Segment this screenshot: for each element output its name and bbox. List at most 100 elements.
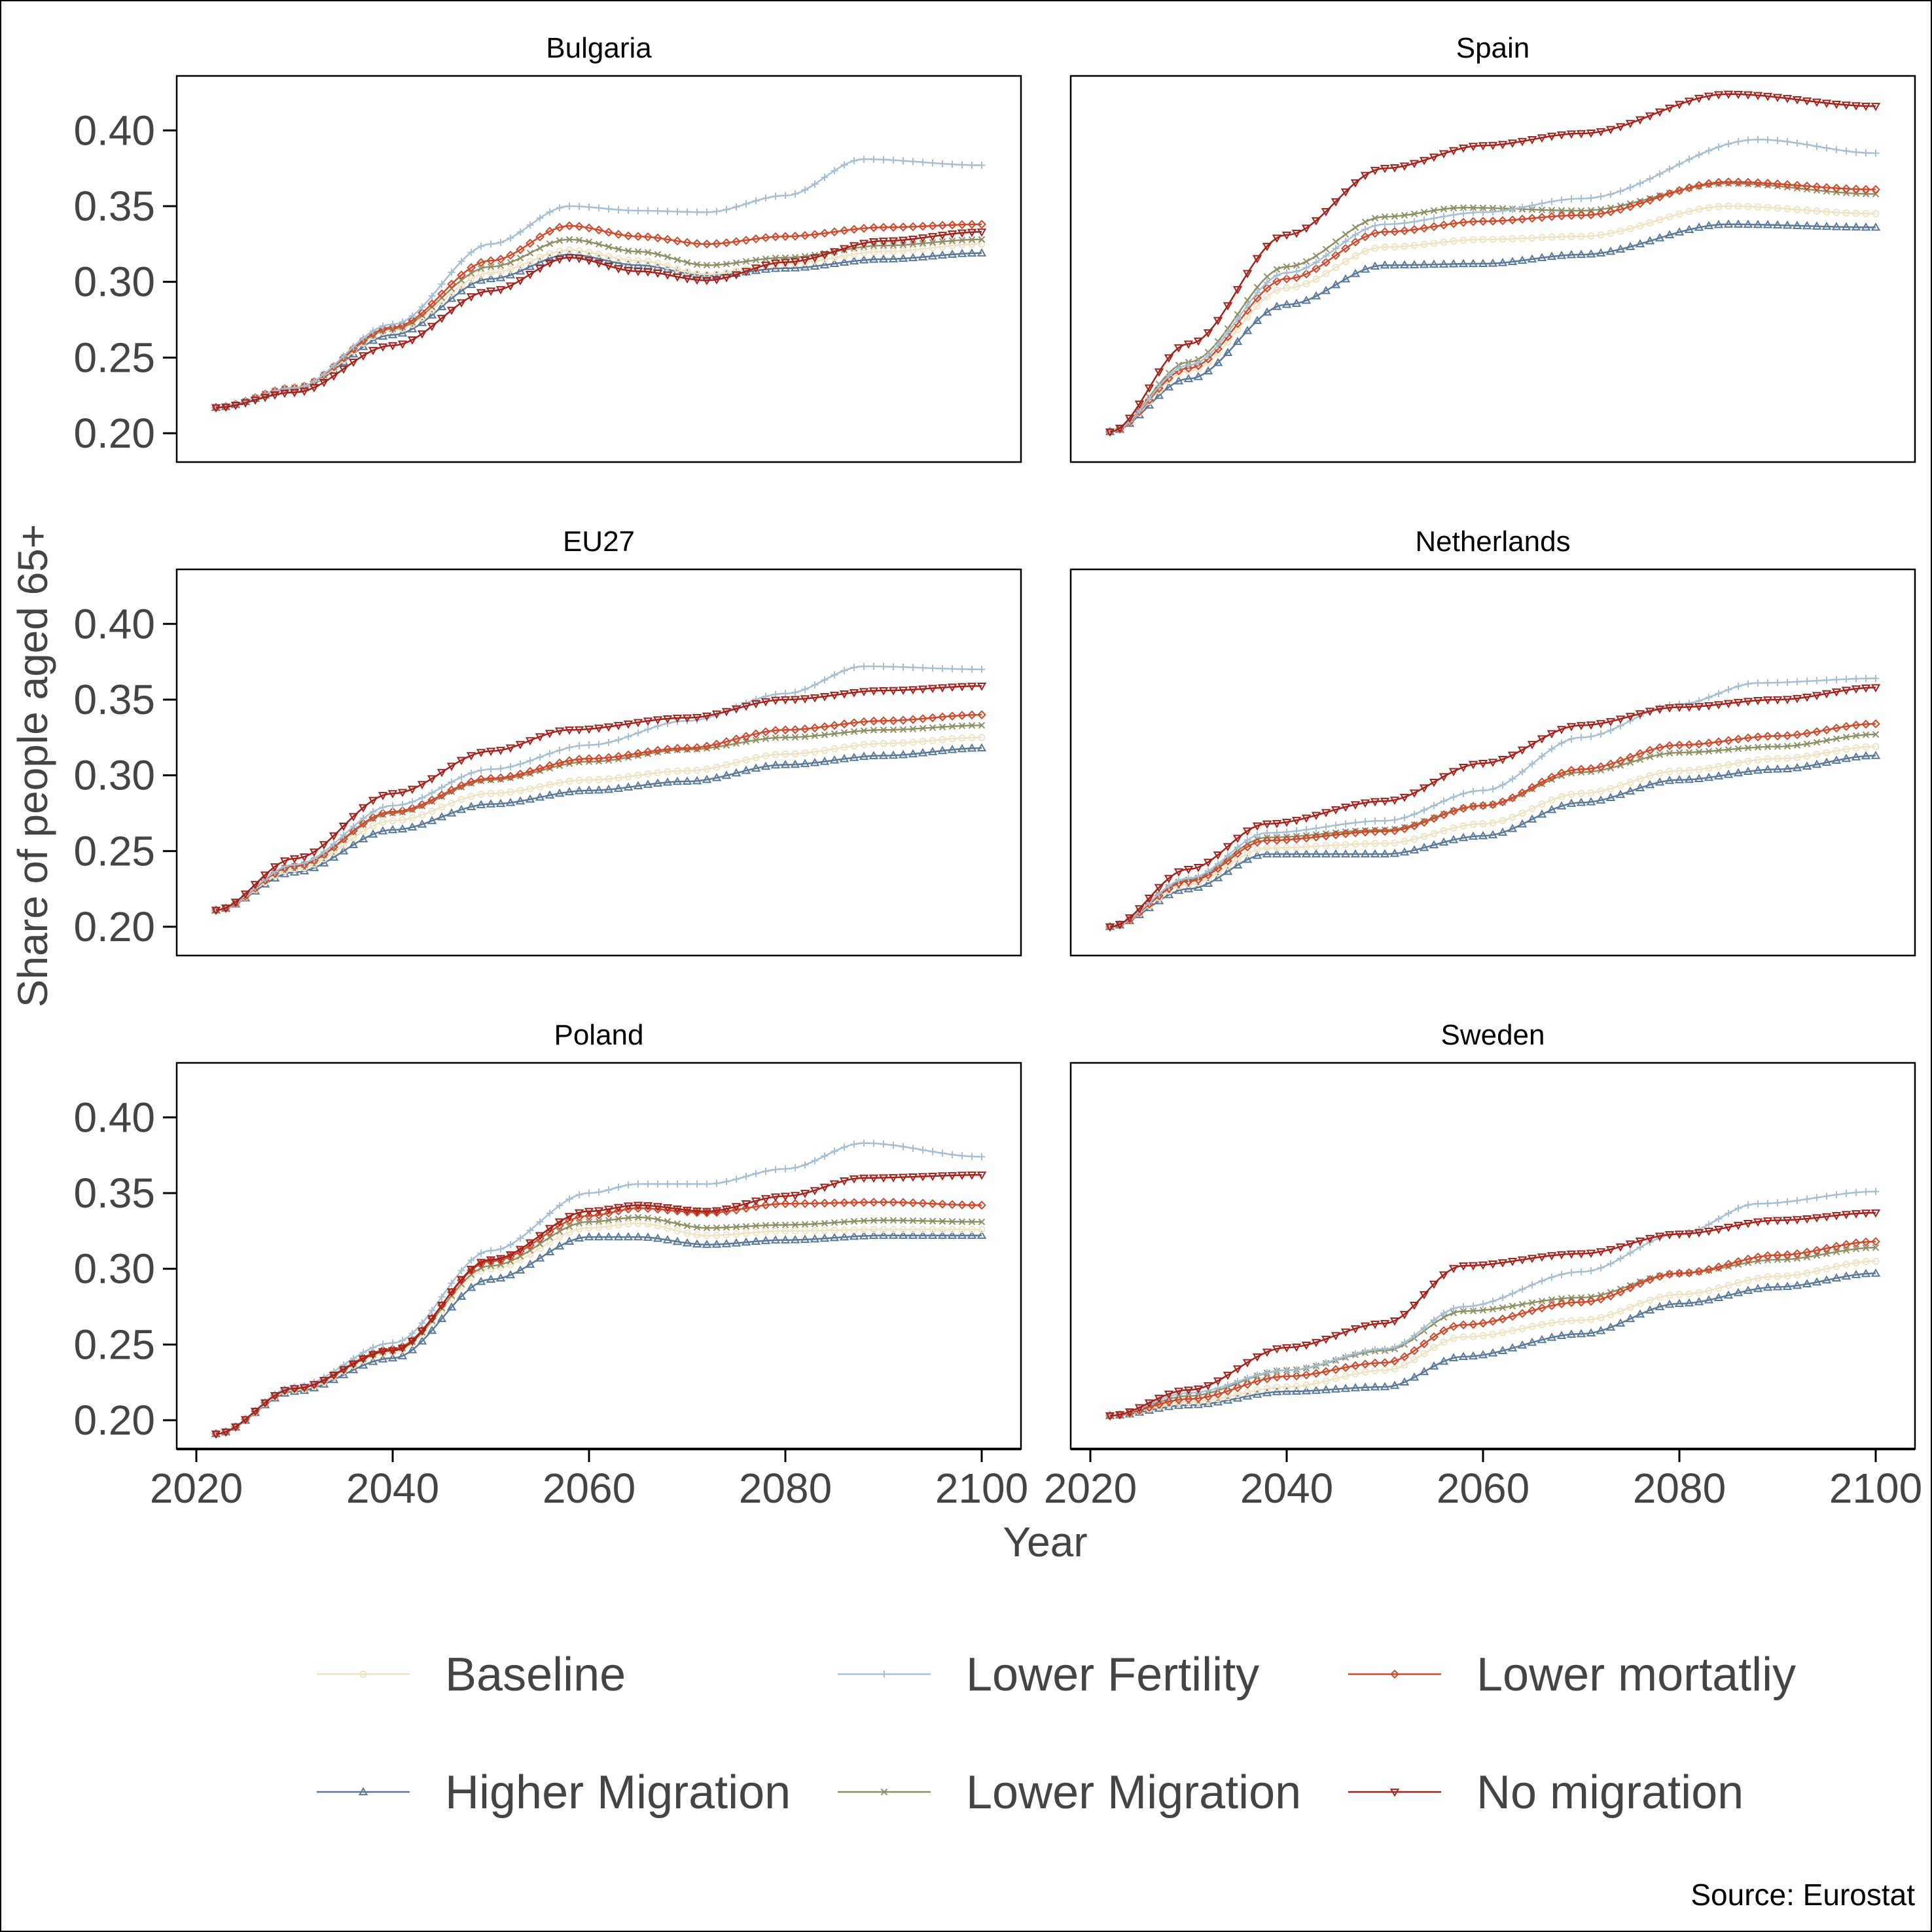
data-point [1272, 1387, 1282, 1395]
data-point [615, 206, 622, 214]
data-point [1597, 231, 1605, 239]
data-point [1489, 1331, 1497, 1338]
data-point [250, 1408, 260, 1416]
data-point [1802, 97, 1812, 106]
data-point [692, 1208, 702, 1216]
data-point [880, 1140, 887, 1148]
data-point [1342, 820, 1350, 828]
panel-title: Spain [1456, 32, 1530, 64]
data-point [1587, 789, 1595, 796]
data-point [1725, 1209, 1732, 1217]
data-point [1469, 1319, 1478, 1329]
data-point [387, 1347, 398, 1356]
data-point [1262, 243, 1272, 251]
data-point [418, 800, 427, 810]
data-point [653, 745, 662, 755]
data-point [1704, 221, 1714, 230]
data-point [575, 236, 583, 244]
data-point [673, 743, 682, 753]
data-point [1507, 751, 1518, 760]
data-point [732, 203, 740, 211]
data-point [1262, 820, 1272, 829]
data-point [752, 696, 760, 704]
data-point [289, 1385, 300, 1393]
data-point [418, 1319, 426, 1327]
data-point [1841, 1271, 1851, 1280]
series-baseline [1106, 1257, 1880, 1420]
data-point [1695, 206, 1703, 213]
data-point [879, 716, 888, 726]
data-point [1410, 835, 1418, 843]
data-point [466, 293, 476, 302]
series-line [215, 1223, 982, 1435]
data-point [1665, 741, 1674, 751]
data-point [1478, 142, 1488, 151]
data-point [978, 236, 986, 243]
data-point [359, 814, 367, 822]
data-point [721, 274, 732, 283]
data-point [309, 863, 319, 872]
series-line [1109, 93, 1876, 433]
data-point [1507, 139, 1518, 148]
data-point [1528, 202, 1536, 209]
data-point [800, 695, 810, 704]
data-point [1841, 1211, 1851, 1220]
data-point [1527, 814, 1537, 823]
data-point [1429, 153, 1439, 162]
data-point [1273, 266, 1281, 273]
data-point [1272, 276, 1281, 286]
data-point [1802, 181, 1812, 191]
data-point [604, 227, 613, 237]
data-point [888, 1230, 899, 1239]
data-point [1615, 244, 1626, 253]
y-tick-label: 0.40 [73, 600, 155, 647]
data-point [379, 803, 387, 811]
data-point [1488, 1348, 1498, 1357]
data-point [497, 764, 505, 772]
data-point [397, 1344, 408, 1353]
data-point [1371, 1367, 1379, 1374]
data-point [939, 1149, 946, 1157]
data-point [1664, 230, 1675, 239]
data-point [1833, 209, 1840, 217]
data-point [840, 161, 848, 169]
data-point [968, 236, 976, 243]
data-point [427, 1315, 437, 1324]
data-point [859, 240, 869, 249]
data-point [623, 720, 634, 729]
data-point [919, 240, 927, 247]
data-point [829, 248, 840, 257]
data-point [723, 269, 730, 277]
data-point [967, 683, 977, 691]
data-point [821, 731, 829, 738]
data-point [957, 1230, 967, 1239]
data-point [319, 378, 329, 387]
data-point [1478, 760, 1488, 768]
data-point [909, 738, 917, 746]
data-point [428, 292, 436, 300]
data-point [496, 773, 505, 783]
data-point [1213, 357, 1223, 367]
data-point [1782, 95, 1793, 103]
data-point [1685, 156, 1693, 164]
data-point [358, 1360, 368, 1369]
data-point [1548, 745, 1556, 753]
data-point [957, 683, 967, 692]
data-point [711, 1239, 722, 1248]
series-lower-fertility [1106, 1188, 1880, 1420]
data-point [1833, 146, 1840, 154]
data-point [417, 330, 427, 339]
data-point [1704, 1295, 1714, 1304]
data-point [1862, 1244, 1870, 1251]
data-point [1753, 765, 1763, 774]
data-point [1812, 1277, 1822, 1286]
data-point [477, 264, 485, 272]
data-point [869, 716, 878, 726]
data-point [554, 788, 565, 797]
data-point [1262, 1374, 1272, 1384]
data-point [408, 798, 416, 806]
data-point [605, 775, 613, 783]
data-point [958, 1218, 966, 1225]
data-point [1281, 231, 1292, 240]
data-point [1567, 1268, 1575, 1276]
